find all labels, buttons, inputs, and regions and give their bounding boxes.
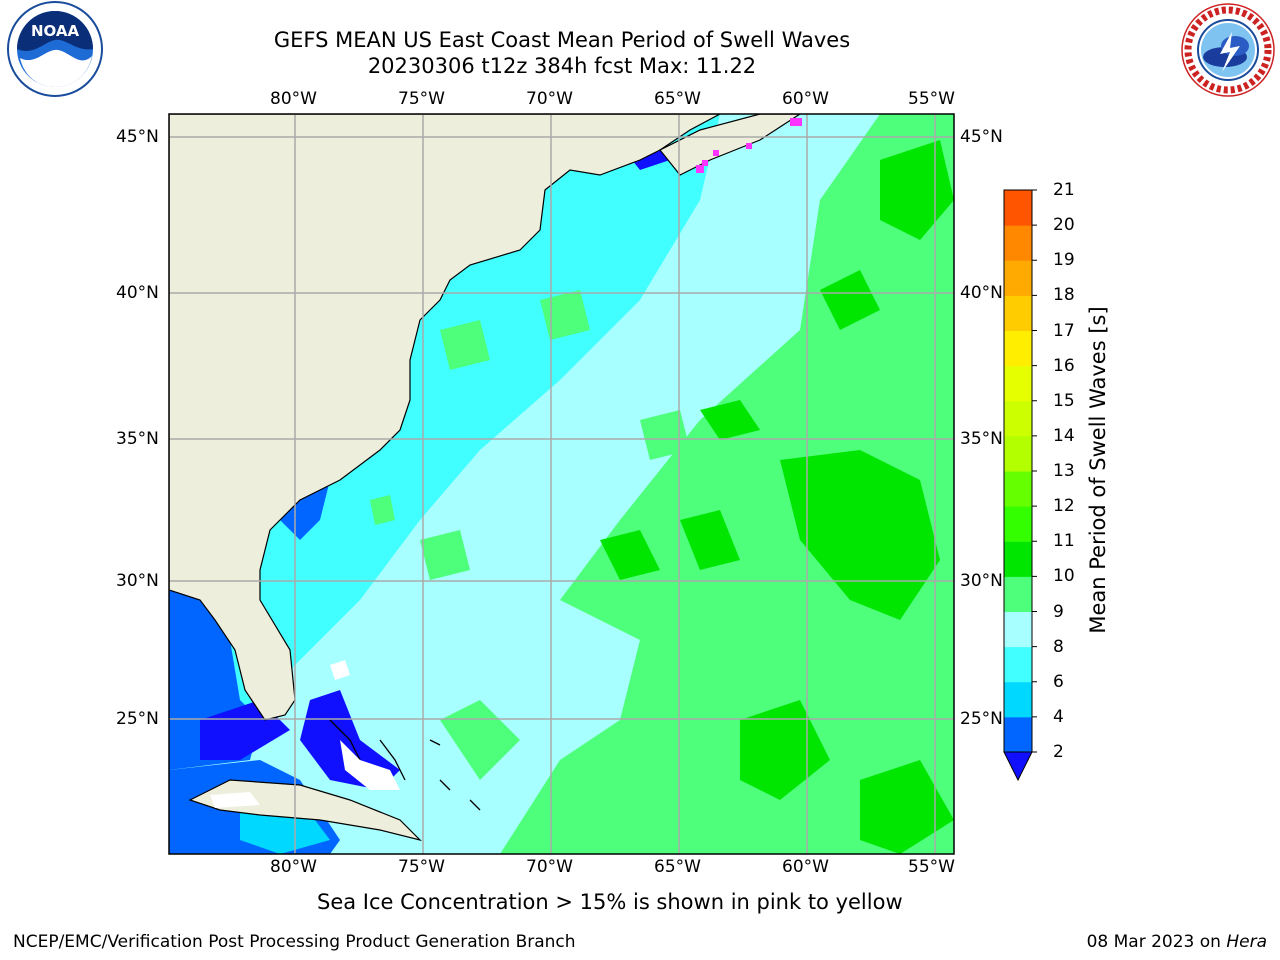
colorbar-tick-label: 2 <box>1053 742 1064 762</box>
lat-label-right: 45°N <box>960 127 1003 147</box>
sea-ice-note: Sea Ice Concentration > 15% is shown in … <box>317 890 903 914</box>
lon-label-top: 65°W <box>654 89 701 109</box>
graticule <box>169 114 954 854</box>
lon-label-bottom: 70°W <box>526 857 573 877</box>
colorbar-tick-label: 10 <box>1053 566 1075 587</box>
lat-label-right: 25°N <box>960 709 1003 729</box>
lon-label-bottom: 75°W <box>398 857 445 877</box>
chart-title: GEFS MEAN US East Coast Mean Period of S… <box>273 28 851 52</box>
colorbar-tick-label: 18 <box>1053 285 1075 306</box>
footer-credit: NCEP/EMC/Verification Post Processing Pr… <box>13 932 576 952</box>
colorbar-tick-label: 21 <box>1053 180 1075 200</box>
nws-logo <box>1181 3 1275 97</box>
colorbar-tick-label: 19 <box>1053 250 1075 271</box>
colorbar-segment <box>1004 260 1032 296</box>
colorbar-segment <box>1004 541 1032 577</box>
footer-host: Hera <box>1226 932 1267 952</box>
lat-label-right: 40°N <box>960 283 1003 303</box>
colorbar-segment <box>1004 435 1032 472</box>
colorbar-segment <box>1004 330 1032 367</box>
bahamas-islands <box>329 719 481 811</box>
colorbar-tick-label: 14 <box>1053 425 1075 446</box>
colorbar-tick-label: 4 <box>1053 706 1064 727</box>
colorbar-tick-label: 6 <box>1053 671 1064 692</box>
lat-label-left: 35°N <box>116 429 159 449</box>
colorbar-segment <box>1004 295 1032 331</box>
colorbar-segment <box>1004 646 1032 683</box>
colorbar-tick-label: 13 <box>1053 461 1075 481</box>
colorbar-under-arrow <box>1003 751 1033 782</box>
colorbar-tick-label: 8 <box>1053 636 1064 657</box>
high-period-patches <box>600 140 954 854</box>
sea-ice-cells <box>696 118 802 173</box>
noaa-logo: NOAA <box>7 1 103 97</box>
colorbar-segment <box>1004 225 1032 261</box>
footer-date-text: 08 Mar 2023 on <box>1086 932 1227 952</box>
colorbar-tick-label: 15 <box>1053 390 1075 411</box>
colorbar-segment <box>1004 716 1032 753</box>
colorbar <box>1003 189 1037 782</box>
map-frame <box>168 113 955 855</box>
lon-label-top: 70°W <box>526 89 573 109</box>
colorbar-tick-label: 16 <box>1053 355 1075 376</box>
colorbar-tick-label: 11 <box>1053 531 1075 552</box>
chart-subtitle: 20230306 t12z 384h fcst Max: 11.22 <box>367 54 757 78</box>
colorbar-tick-label: 12 <box>1053 496 1075 517</box>
mid-period-patches <box>370 290 690 780</box>
colorbar-segment <box>1004 681 1032 718</box>
lon-label-top: 55°W <box>908 89 955 109</box>
svg-text:NOAA: NOAA <box>31 22 80 40</box>
lat-label-right: 30°N <box>960 571 1003 591</box>
lon-label-bottom: 65°W <box>654 857 701 877</box>
colorbar-segment <box>1004 190 1032 226</box>
colorbar-segment <box>1004 576 1032 612</box>
lat-label-left: 45°N <box>116 127 159 147</box>
lon-label-top: 80°W <box>270 89 317 109</box>
lon-label-bottom: 55°W <box>908 857 955 877</box>
lon-label-bottom: 60°W <box>782 857 829 877</box>
lat-label-left: 25°N <box>116 709 159 729</box>
colorbar-tick-label: 9 <box>1053 601 1064 622</box>
colorbar-segment <box>1004 471 1032 507</box>
colorbar-tick-label: 17 <box>1053 320 1075 341</box>
lat-label-right: 35°N <box>960 429 1003 449</box>
lon-label-top: 60°W <box>782 89 829 109</box>
colorbar-segment <box>1004 365 1032 402</box>
colorbar-title: Mean Period of Swell Waves [s] <box>1086 306 1110 634</box>
colorbar-segment <box>1004 611 1032 648</box>
footer-date: 08 Mar 2023 on Hera <box>1087 932 1267 952</box>
lat-label-left: 40°N <box>116 283 159 303</box>
lon-label-bottom: 80°W <box>270 857 317 877</box>
colorbar-tick-label: 20 <box>1053 215 1075 236</box>
colorbar-segment <box>1004 400 1032 437</box>
colorbar-segment <box>1004 506 1032 542</box>
lat-label-left: 30°N <box>116 571 159 591</box>
lon-label-top: 75°W <box>398 89 445 109</box>
